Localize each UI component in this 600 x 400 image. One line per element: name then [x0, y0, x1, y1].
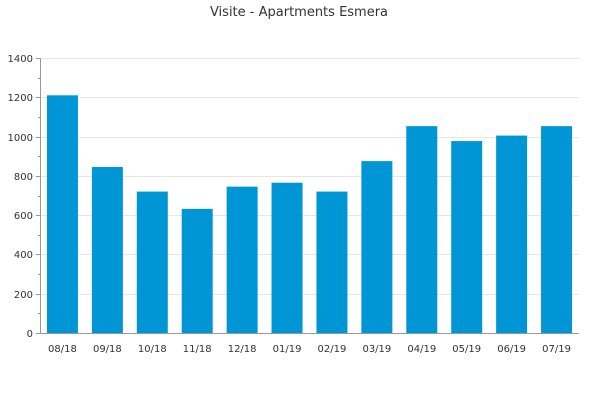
x-tick-label: 05/19 [452, 344, 481, 355]
bars [46, 95, 573, 334]
axes [36, 58, 579, 334]
bar [496, 135, 528, 333]
y-tick-label: 800 [14, 172, 33, 183]
x-tick-label: 06/19 [497, 344, 526, 355]
x-tick-label: 08/18 [48, 344, 77, 355]
bar [406, 126, 438, 334]
x-tick-label: 11/18 [183, 344, 212, 355]
x-tick-label: 04/19 [407, 344, 436, 355]
bar [181, 208, 213, 333]
bar [136, 191, 168, 333]
x-tick-label: 03/19 [362, 344, 391, 355]
y-tick-label: 0 [27, 329, 33, 340]
bar [46, 95, 78, 333]
gridlines [40, 58, 579, 295]
y-tick-label: 1000 [8, 133, 33, 144]
x-tick-label: 07/19 [542, 344, 571, 355]
x-tick-label: 09/18 [93, 344, 122, 355]
bar [226, 186, 258, 333]
x-tick-labels: 08/18 09/18 10/18 11/18 12/18 01/19 02/19 03/19… [48, 344, 571, 355]
bar [451, 141, 483, 333]
bar [361, 161, 393, 333]
bar [271, 182, 303, 333]
bar [316, 191, 348, 333]
y-tick-labels: 0 200 400 600 800 1000 1200 1400 [8, 54, 33, 340]
x-tick-label: 10/18 [138, 344, 167, 355]
y-tick-label: 1200 [8, 93, 33, 104]
y-tick-label: 400 [14, 250, 33, 261]
y-tick-label: 600 [14, 211, 33, 222]
y-tick-label: 1400 [8, 54, 33, 65]
chart-title: Visite - Apartments Esmera [210, 5, 388, 20]
x-tick-label: 12/18 [228, 344, 257, 355]
bar [91, 167, 123, 333]
x-tick-label: 02/19 [318, 344, 347, 355]
bar [541, 126, 573, 334]
x-tick-label: 01/19 [273, 344, 302, 355]
y-tick-label: 200 [14, 290, 33, 301]
